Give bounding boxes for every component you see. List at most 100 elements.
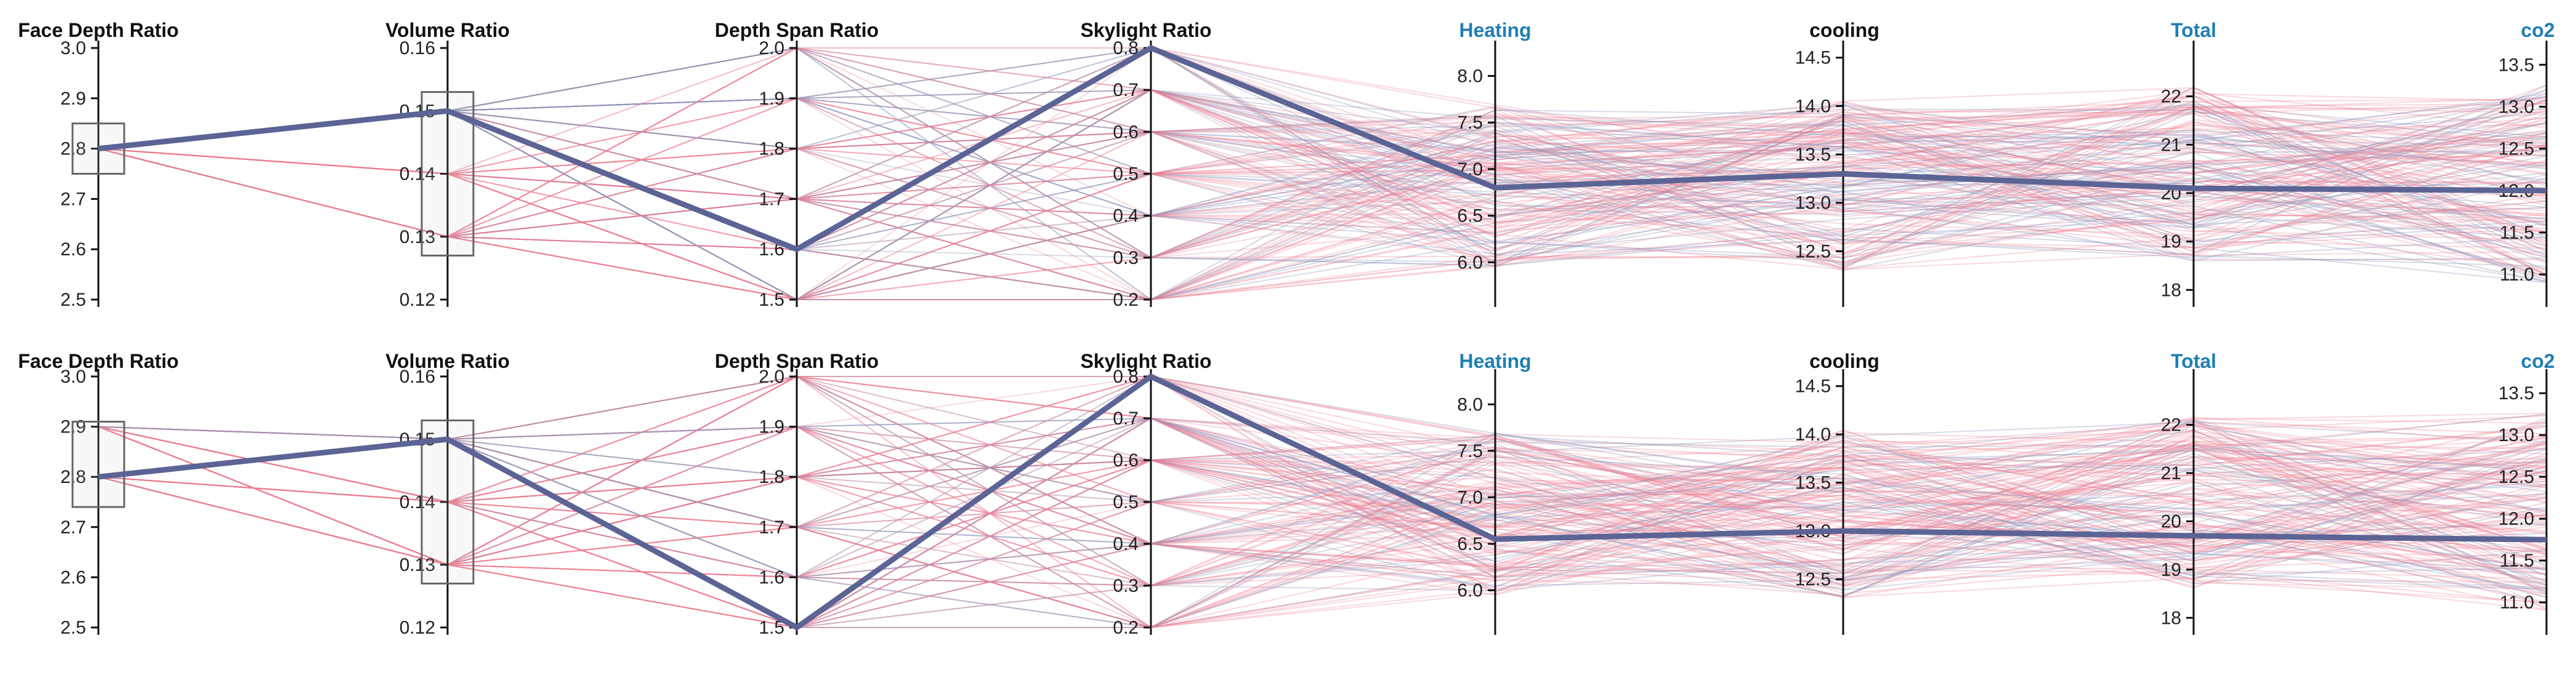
data-line [98, 375, 2547, 629]
data-line [98, 426, 2547, 603]
tick-label: 12.0 [2499, 509, 2534, 529]
axis-title[interactable]: Face Depth Ratio [18, 350, 178, 372]
data-line [98, 135, 2547, 278]
tick-label: 0.4 [1113, 206, 1139, 226]
axis-title[interactable]: Heating [1459, 19, 1531, 41]
data-line [98, 426, 2547, 569]
data-line [98, 426, 2547, 568]
axis-title[interactable]: Total [2171, 350, 2216, 372]
axis-title[interactable]: co2 [2521, 19, 2554, 41]
data-line [98, 117, 2547, 301]
data-line [98, 426, 2547, 581]
data-line [98, 375, 2547, 552]
axis-title[interactable]: Depth Span Ratio [715, 350, 879, 372]
axis-title[interactable]: Total [2171, 19, 2216, 41]
data-line [98, 89, 2547, 301]
data-line [98, 97, 2547, 183]
tick-label: 0.7 [1113, 80, 1139, 100]
tick-label: 8.0 [1457, 394, 1483, 415]
axis-title[interactable]: Depth Span Ratio [715, 19, 879, 41]
data-line [98, 476, 2547, 629]
data-line [98, 426, 2547, 628]
data-line [98, 376, 2547, 609]
data-line [98, 148, 2547, 300]
data-line [98, 426, 2547, 629]
data-line [98, 418, 2547, 567]
data-line [98, 89, 2547, 245]
data-line [98, 89, 2547, 238]
data-line [98, 375, 2547, 629]
data-line [98, 111, 2547, 250]
data-line [98, 92, 2547, 205]
data-line [98, 459, 2547, 595]
data-line [98, 47, 2547, 261]
data-line [98, 129, 2547, 249]
data-line [98, 417, 2547, 591]
data-line [98, 426, 2547, 629]
data-line [98, 415, 2547, 566]
data-line [98, 459, 2547, 629]
highlighted-line[interactable] [98, 373, 2547, 631]
data-line [98, 417, 2547, 629]
data-line [98, 417, 2547, 629]
axis-title[interactable]: Face Depth Ratio [18, 19, 178, 41]
axis-title[interactable]: Volume Ratio [385, 19, 510, 41]
tick-label: 0.13 [400, 555, 435, 575]
data-line [98, 448, 2547, 587]
data-line [98, 375, 2547, 591]
data-line [98, 86, 2547, 301]
brush-selection[interactable] [421, 419, 475, 585]
data-line [98, 114, 2547, 301]
brush-selection[interactable] [71, 420, 125, 508]
data-line [98, 110, 2547, 301]
data-line [98, 421, 2547, 578]
highlighted-line[interactable] [98, 45, 2547, 252]
data-line [98, 426, 2547, 581]
data-line [98, 375, 2547, 566]
axis-title[interactable]: cooling [1809, 350, 1879, 372]
axis-title[interactable]: Heating [1459, 350, 1531, 372]
axis-total[interactable]: 18 19 20 21 22 Total [2161, 350, 2216, 635]
axis-title[interactable]: co2 [2521, 350, 2554, 372]
data-line [98, 375, 2547, 596]
tick-label: 0.3 [1113, 576, 1139, 596]
data-line [98, 426, 2547, 522]
data-line [98, 97, 2547, 301]
axis-cooling[interactable]: 12.5 13.0 13.5 14.0 14.5 cooling [1795, 19, 1879, 307]
tick-label: 6.0 [1457, 581, 1483, 601]
data-line [98, 438, 2547, 586]
data-line [98, 47, 2547, 217]
data-line [98, 438, 2547, 587]
tick-label: 14.5 [1795, 376, 1831, 397]
data-line [98, 89, 2547, 301]
data-line [98, 110, 2547, 216]
axis-title[interactable]: cooling [1809, 19, 1879, 41]
data-line [98, 89, 2547, 301]
data-line [98, 103, 2547, 245]
axis-title[interactable]: Volume Ratio [385, 350, 510, 372]
data-line [98, 47, 2547, 252]
tick-label: 21 [2161, 463, 2181, 484]
tick-label: 13.0 [1795, 193, 1831, 213]
axis-title[interactable]: Skylight Ratio [1080, 19, 1211, 41]
axis-title[interactable]: Skylight Ratio [1080, 350, 1211, 372]
data-line [98, 110, 2547, 246]
axis-co2[interactable]: 11.0 11.5 12.0 12.5 13.0 13.5 co2 [2499, 350, 2555, 635]
data-line [98, 148, 2547, 301]
data-line [98, 47, 2547, 258]
data-line [98, 459, 2547, 566]
tick-label: 0.14 [400, 164, 435, 185]
data-line [98, 148, 2547, 301]
data-line [98, 375, 2547, 629]
data-line [98, 417, 2547, 587]
